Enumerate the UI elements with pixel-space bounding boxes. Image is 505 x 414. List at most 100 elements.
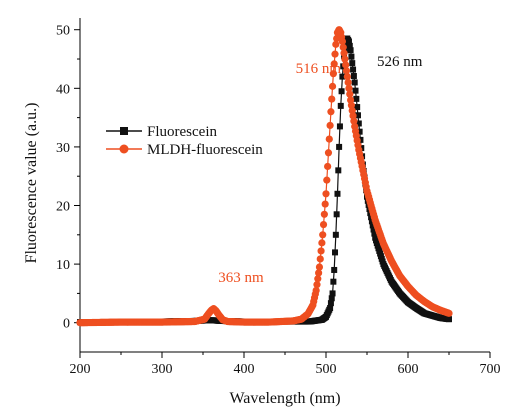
data-point — [331, 50, 339, 58]
data-point — [346, 90, 354, 98]
data-point — [351, 79, 358, 86]
y-tick-label: 30 — [56, 141, 70, 156]
data-point — [342, 61, 350, 69]
data-point — [353, 95, 360, 102]
data-point — [347, 96, 355, 104]
data-point — [323, 176, 331, 184]
data-point — [320, 210, 328, 218]
data-point — [345, 84, 353, 92]
legend-label: MLDH-fluorescein — [147, 142, 263, 158]
x-tick-label: 500 — [316, 362, 337, 377]
data-point — [350, 73, 357, 80]
data-point — [355, 120, 362, 127]
data-point — [340, 49, 348, 57]
data-point — [328, 95, 336, 103]
annotations: 516 nm 526 nm 363 nm — [218, 54, 422, 286]
y-tick-label: 50 — [56, 24, 70, 39]
data-point — [321, 200, 329, 208]
data-point — [326, 121, 334, 130]
data-point — [346, 42, 353, 49]
data-point — [327, 305, 334, 312]
data-point — [339, 43, 347, 51]
data-point — [371, 230, 378, 237]
data-point — [318, 239, 326, 247]
data-point — [324, 149, 333, 157]
data-point — [337, 102, 344, 109]
data-point — [333, 211, 340, 218]
data-point — [330, 60, 338, 68]
data-point — [370, 226, 377, 233]
data-point — [350, 117, 358, 125]
data-point — [445, 309, 453, 317]
data-point — [335, 167, 342, 174]
x-tick-label: 400 — [234, 362, 255, 377]
data-point — [329, 290, 336, 297]
peak-label: 516 nm — [296, 61, 342, 77]
x-tick-label: 700 — [480, 362, 501, 377]
y-ticks: 0 10 20 30 40 50 — [56, 24, 80, 332]
legend: Fluorescein MLDH-fluorescein — [106, 124, 263, 158]
data-point — [345, 38, 352, 45]
series-layer — [76, 26, 453, 327]
data-point — [356, 128, 363, 135]
data-point — [329, 70, 337, 78]
data-point — [331, 266, 338, 273]
y-tick-label: 40 — [56, 82, 70, 97]
data-point — [343, 72, 351, 81]
data-point — [338, 88, 345, 95]
peak-label: 526 nm — [377, 54, 423, 70]
data-point — [349, 112, 357, 120]
data-point — [332, 40, 340, 48]
data-point — [342, 67, 351, 75]
data-point — [352, 87, 359, 94]
x-axis-title: Wavelength (nm) — [229, 390, 340, 407]
data-point — [317, 247, 325, 255]
data-point — [354, 112, 361, 119]
plot-frame: 0 10 20 30 40 50 200 300 400 500 600 700 — [56, 18, 501, 377]
data-point — [315, 269, 323, 277]
data-point — [324, 162, 332, 171]
y-tick-label: 10 — [56, 258, 70, 273]
data-point — [314, 275, 322, 283]
y-axis-title: Fluorescence value (a.u.) — [23, 103, 40, 264]
legend-label: Fluorescein — [147, 124, 217, 140]
data-point — [315, 263, 324, 271]
data-point — [322, 190, 330, 198]
data-point — [325, 135, 333, 143]
data-point — [341, 55, 349, 63]
data-point — [316, 255, 324, 263]
data-point — [347, 47, 354, 54]
x-tick-label: 600 — [398, 362, 419, 377]
data-point — [446, 316, 452, 323]
data-point — [336, 123, 343, 130]
data-point — [369, 222, 376, 229]
data-point — [349, 60, 356, 67]
data-point — [327, 108, 335, 116]
data-point — [319, 220, 328, 229]
x-ticks: 200 300 400 500 600 700 — [70, 352, 501, 377]
data-point — [354, 104, 361, 111]
series-mldh-fluorescein — [76, 26, 453, 327]
data-point — [332, 249, 339, 256]
data-point — [348, 53, 355, 60]
x-tick-label: 200 — [70, 362, 91, 377]
data-point — [328, 82, 337, 90]
series-fluorescein — [77, 35, 452, 326]
legend-marker — [120, 127, 128, 135]
data-point — [339, 73, 346, 80]
data-point — [338, 37, 346, 46]
peak-label: 363 nm — [218, 270, 264, 286]
data-point — [348, 106, 356, 115]
data-point — [350, 66, 357, 73]
y-tick-label: 20 — [56, 200, 70, 215]
x-tick-label: 300 — [152, 362, 173, 377]
data-point — [334, 190, 341, 197]
data-point — [328, 295, 335, 302]
data-point — [332, 231, 339, 238]
data-point — [327, 300, 334, 307]
data-point — [312, 286, 320, 295]
data-point — [344, 78, 352, 87]
data-point — [330, 278, 337, 285]
data-point — [319, 231, 327, 239]
